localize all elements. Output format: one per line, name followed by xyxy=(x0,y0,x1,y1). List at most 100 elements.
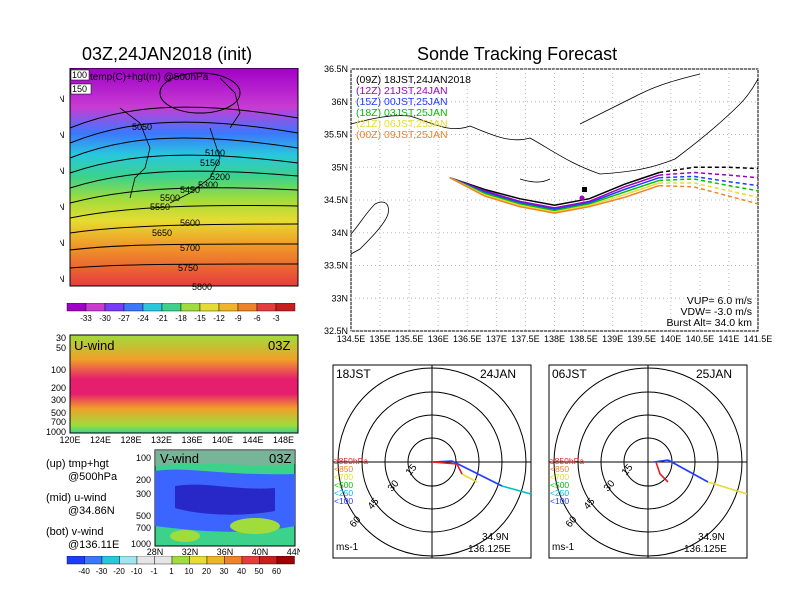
hodograph-2: 06JST 25JAN ms-1 34.9N 136.125E 15304560… xyxy=(548,364,748,559)
v-wind-panel: V-wind 03Z 100 200 300 500 700 1000 28N 32N 36N… xyxy=(131,449,300,557)
track-line-0 xyxy=(449,171,660,206)
u-wind-ytick: 700 xyxy=(51,417,66,427)
lon-tick-144E: 144E xyxy=(242,292,263,293)
track-lat-tick: 35N xyxy=(331,162,348,172)
temperature-colorbar: -33 -30 -27 -24 -21 -18 -15 -12 -9 -6 -3 xyxy=(66,303,296,323)
legend-mid-a: (mid) u-wind xyxy=(46,492,107,504)
hodo1-lon: 136.125E xyxy=(468,544,511,555)
hodo1-lat: 34.9N xyxy=(482,532,509,543)
track-line-dashed-3 xyxy=(659,178,759,192)
lon-tick-124E: 124E xyxy=(90,292,111,293)
wind-cbar-label: 40 xyxy=(237,567,246,576)
temp-cbar-label: -6 xyxy=(253,314,261,323)
wind-cbar-label: 60 xyxy=(272,567,281,576)
svg-text:5050: 5050 xyxy=(132,122,152,132)
wind-cbar-label: -10 xyxy=(131,567,143,576)
u-wind-ytick: 200 xyxy=(51,383,66,393)
wind-cbar-cell xyxy=(84,556,103,565)
v-wind-xtick: 36N xyxy=(217,547,234,557)
svg-text:5600: 5600 xyxy=(180,218,200,228)
hodo2-left: 06JST xyxy=(552,367,587,381)
lon-tick-128E: 128E xyxy=(120,292,141,293)
lon-ticks: 120E 124E 128E 132E 136E 140E 144E 148E xyxy=(60,292,294,293)
track-title: Sonde Tracking Forecast xyxy=(417,44,618,64)
track-lon-tick: 135.5E xyxy=(395,334,424,344)
u-wind-ytick: 1000 xyxy=(46,427,66,437)
wind-cbar-cell xyxy=(136,556,155,565)
track-legend-item: (00Z) 09JST,25JAN xyxy=(356,129,448,141)
temp-cbar-label: -9 xyxy=(234,314,242,323)
wind-cbar-label: -1 xyxy=(150,567,158,576)
u-wind-time: 03Z xyxy=(268,338,290,353)
u-wind-ytick: 300 xyxy=(51,395,66,405)
u-wind-xtick: 144E xyxy=(242,435,263,445)
pressure-legend-item: ≥850hPa xyxy=(334,456,368,466)
v-wind-ytick: 500 xyxy=(136,511,151,521)
temp-cbar-cell xyxy=(161,303,182,312)
track-line-dashed-2 xyxy=(659,175,759,187)
map-title: 03Z,24JAN2018 (init) xyxy=(82,44,253,64)
lat-tick-24N: 24N xyxy=(60,274,65,284)
pressure-legend-item: <700 xyxy=(550,472,569,482)
temp-cbar-cell xyxy=(256,303,277,312)
u-wind-xtick: 120E xyxy=(60,435,81,445)
svg-text:5650: 5650 xyxy=(152,228,172,238)
hodograph-1: 18JST 24JAN ms-1 34.9N 136.125E 15304560… xyxy=(332,364,532,559)
u-wind-xtick: 148E xyxy=(273,435,294,445)
v-wind-ytick: 200 xyxy=(136,475,151,485)
wind-cbar-cell xyxy=(101,556,120,565)
temp-cbar-cell xyxy=(275,303,296,312)
temp-cbar-cell xyxy=(218,303,239,312)
lon-tick-132E: 132E xyxy=(151,292,172,293)
track-lon-tick: 137E xyxy=(486,334,507,344)
temp-cbar-cell xyxy=(180,303,201,312)
u-wind-xtick: 132E xyxy=(151,435,172,445)
lat-tick-40N: 40N xyxy=(60,130,65,140)
track-lon-tick: 135E xyxy=(370,334,391,344)
u-wind-ytick: 50 xyxy=(56,343,66,353)
pressure-legend-item: <850 xyxy=(334,464,353,474)
wind-cbar-cell xyxy=(154,556,173,565)
track-lon-tick: 134.5E xyxy=(337,334,366,344)
track-lon-tick: 141.5E xyxy=(744,334,773,344)
track-lat-tick: 34.5N xyxy=(324,195,348,205)
pressure-legend-item: ≥850hPa xyxy=(550,456,584,466)
track-lon-tick: 138.5E xyxy=(569,334,598,344)
hodo2-units: ms-1 xyxy=(552,542,575,553)
pressure-legend-item: <700 xyxy=(334,472,353,482)
v-wind-xtick: 32N xyxy=(182,547,199,557)
svg-text:5200: 5200 xyxy=(210,172,230,182)
temp-cbar-label: -18 xyxy=(175,314,187,323)
track-lon-tick: 140.5E xyxy=(686,334,715,344)
temp-cbar-label: -3 xyxy=(272,314,280,323)
pressure-legend-item: <250 xyxy=(334,488,353,498)
u-wind-ytick: 30 xyxy=(56,333,66,343)
wind-cbar-label: -20 xyxy=(113,567,125,576)
svg-text:5700: 5700 xyxy=(180,243,200,253)
track-param: VUP= 6.0 m/s xyxy=(687,295,752,307)
track-param: Burst Alt= 34.0 km xyxy=(667,317,753,329)
u-wind-xtick: 124E xyxy=(90,435,111,445)
wind-cbar-label: 10 xyxy=(185,567,194,576)
legend-up-a: (up) tmp+hgt xyxy=(46,458,109,470)
wind-cbar-label: 30 xyxy=(220,567,229,576)
map-label-150: 150 xyxy=(72,84,87,94)
u-wind-xtick: 136E xyxy=(181,435,202,445)
panel-legend: (up) tmp+hgt @500hPa (mid) u-wind @34.86… xyxy=(46,458,156,552)
wind-cbar-cell xyxy=(119,556,138,565)
track-lat-tick: 33.5N xyxy=(324,261,348,271)
pressure-legend-item: <500 xyxy=(334,480,353,490)
lat-tick-44N: 44N xyxy=(60,94,65,104)
track-lon-tick: 139.5E xyxy=(627,334,656,344)
svg-text:5800: 5800 xyxy=(192,282,212,292)
hodo2-lat: 34.9N xyxy=(698,532,725,543)
track-lon-tick: 140E xyxy=(660,334,681,344)
lat-ticks: 44N 40N 36N 32N 28N 24N xyxy=(60,94,65,284)
lat-tick-36N: 36N xyxy=(60,166,65,176)
u-wind-xtick: 128E xyxy=(120,435,141,445)
lat-tick-32N: 32N xyxy=(60,202,65,212)
track-line-2 xyxy=(449,176,660,210)
svg-text:5450: 5450 xyxy=(180,185,200,195)
